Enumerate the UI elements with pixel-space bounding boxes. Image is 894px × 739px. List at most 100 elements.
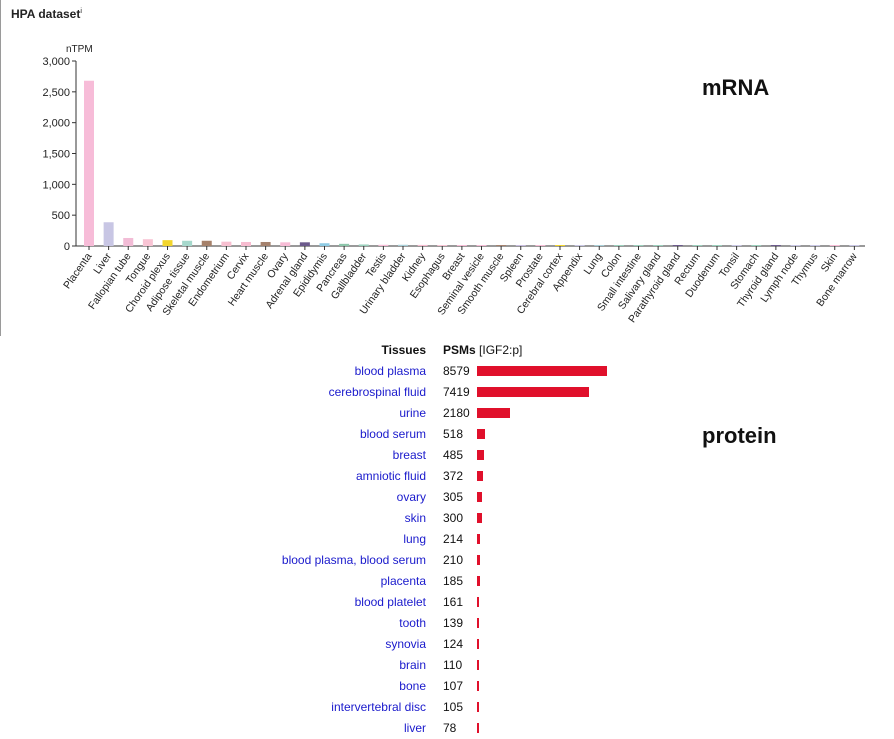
tissue-link[interactable]: brain [399, 658, 426, 672]
psm-bar [477, 429, 485, 439]
bar-salivary-gland [653, 245, 664, 246]
tissue-link[interactable]: skin [404, 511, 426, 525]
bar-skin [829, 245, 840, 246]
bar-urinary-bladder [398, 244, 408, 246]
tissue-link[interactable]: blood platelet [354, 595, 426, 609]
psm-value: 210 [443, 553, 464, 567]
bar-bone-marrow [849, 245, 860, 246]
y-tick-label: 3,000 [42, 56, 70, 68]
tissue-link[interactable]: ovary [396, 490, 426, 504]
psm-bar [477, 681, 479, 691]
bar-seminal-vesicle [476, 245, 487, 246]
bar-lymph-node [790, 245, 801, 246]
bar-breast [456, 245, 467, 246]
psm-value: 305 [443, 490, 464, 504]
bar-rectum [692, 245, 703, 246]
bar-appendix [574, 245, 585, 246]
psm-value: 78 [443, 721, 457, 735]
bar-heart-muscle [260, 241, 271, 246]
bar-placenta [84, 80, 94, 246]
psm-value: 8579 [443, 364, 470, 378]
tissue-link[interactable]: tooth [399, 616, 426, 630]
protein-row: cerebrospinal fluid 7419 [0, 382, 894, 403]
bar-spleen [515, 245, 526, 246]
tissue-link[interactable]: intervertebral disc [331, 700, 426, 714]
protein-row: blood platelet 161 [0, 592, 894, 613]
psm-value: 2180 [443, 406, 470, 420]
bar-parathyroid-gland [672, 245, 683, 246]
psm-value: 110 [443, 658, 463, 672]
bar-colon [613, 245, 624, 246]
bar-thyroid-gland [770, 245, 781, 246]
bar-ovary [280, 242, 291, 246]
mrna-annotation: mRNA [702, 75, 770, 100]
protein-table: blood plasma 8579 cerebrospinal fluid 7419 u… [0, 361, 894, 739]
protein-row: amniotic fluid 372 [0, 466, 894, 487]
psm-value: 185 [443, 574, 464, 588]
psm-bar [477, 471, 483, 481]
psm-value: 124 [443, 637, 464, 651]
psm-bar [477, 492, 482, 502]
tissue-link[interactable]: cerebrospinal fluid [328, 385, 426, 399]
psm-value: 139 [443, 616, 464, 630]
bar-adrenal-gland [299, 242, 310, 246]
bar-choroid-plexus [162, 240, 173, 246]
protein-row: blood plasma 8579 [0, 361, 894, 382]
bar-prostate [535, 245, 546, 246]
psm-value: 161 [443, 595, 464, 609]
protein-row: brain 110 [0, 655, 894, 676]
info-icon[interactable]: i [80, 8, 82, 15]
psm-value: 105 [443, 700, 464, 714]
tissue-link[interactable]: breast [392, 448, 426, 462]
protein-row: blood plasma, blood serum 210 [0, 550, 894, 571]
tissue-link[interactable]: blood plasma, blood serum [281, 553, 426, 567]
bar-kidney [417, 244, 428, 246]
tissue-link[interactable]: placenta [380, 574, 426, 588]
bar-lung [594, 245, 605, 246]
psm-bar [477, 660, 479, 670]
bar-smooth-muscle [496, 245, 507, 246]
dataset-title: HPA dataseti [11, 7, 82, 21]
tissue-link[interactable]: blood serum [359, 427, 426, 441]
psm-bar [477, 597, 480, 607]
bar-testis [378, 244, 389, 246]
psm-value: 372 [443, 469, 464, 483]
psm-bar [477, 387, 590, 397]
y-axis-label: nTPM [66, 44, 93, 55]
protein-row: intervertebral disc 105 [0, 697, 894, 718]
bar-thymus [810, 245, 821, 246]
psm-bar [477, 639, 479, 649]
psm-value: 300 [443, 511, 464, 525]
psm-bar [477, 366, 607, 376]
protein-row: skin 300 [0, 508, 894, 529]
protein-annotation: protein [702, 423, 777, 448]
psm-bar [477, 555, 481, 565]
tissues-column-header: Tissues [381, 343, 426, 357]
bar-skeletal-muscle [201, 240, 212, 246]
bar-cerebral-cortex [555, 245, 565, 246]
y-tick-label: 1,500 [42, 149, 70, 161]
bar-liver [103, 222, 114, 246]
tissue-link[interactable]: amniotic fluid [355, 469, 426, 483]
psm-bar [477, 450, 485, 460]
bar-duodenum [712, 245, 722, 246]
psm-value: 485 [443, 448, 464, 462]
psm-bar [477, 723, 479, 733]
protein-row: ovary 305 [0, 487, 894, 508]
psm-bar [477, 534, 481, 544]
tissue-link[interactable]: bone [399, 679, 426, 693]
tissue-link[interactable]: blood plasma [354, 364, 426, 378]
y-tick-label: 2,000 [42, 118, 70, 130]
bar-adipose-tissue [182, 240, 193, 246]
psm-bar [477, 408, 511, 418]
bar-pancreas [339, 243, 350, 246]
protein-row: placenta 185 [0, 571, 894, 592]
tissue-link[interactable]: lung [403, 532, 426, 546]
tissue-link[interactable]: synovia [385, 637, 426, 651]
protein-row: blood serum 518 [0, 424, 894, 445]
bar-gallbladder [358, 244, 369, 246]
y-tick-label: 2,500 [42, 87, 70, 99]
tissue-link[interactable]: urine [399, 406, 426, 420]
x-tick-label: Placenta [61, 251, 94, 291]
tissue-link[interactable]: liver [403, 721, 426, 735]
